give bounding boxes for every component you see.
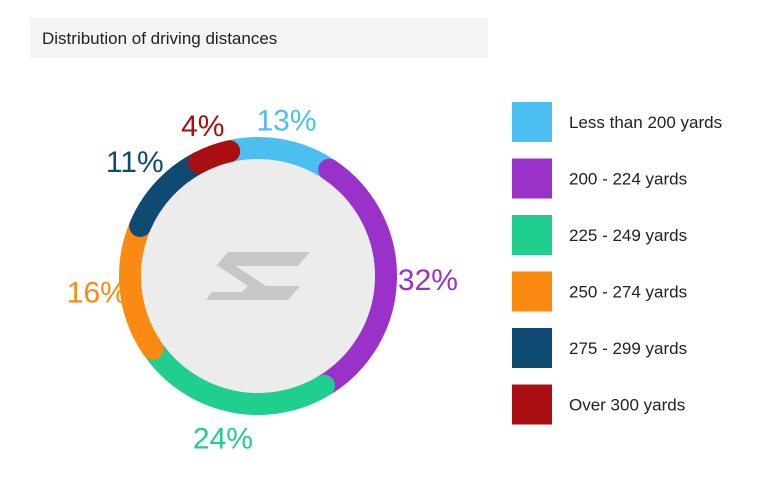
legend-label: 275 - 299 yards [569, 339, 687, 358]
legend-swatch [512, 215, 552, 255]
donut-slice [188, 140, 241, 174]
donut-center [130, 148, 386, 404]
slice-percent-label: 24% [193, 422, 253, 455]
legend-swatch [512, 384, 552, 425]
slice-percent-label: 32% [398, 264, 458, 297]
donut-slice [312, 158, 397, 397]
legend-label: 200 - 224 yards [569, 170, 687, 189]
legend-label: 250 - 274 yards [569, 283, 687, 302]
legend-swatch [512, 271, 552, 312]
donut-slice [218, 137, 341, 181]
legend-label: Less than 200 yards [569, 113, 722, 132]
legend-swatch [512, 328, 552, 368]
chart-title-bar: Distribution of driving distances [30, 18, 488, 58]
slice-percent-label: 11% [106, 146, 164, 179]
slice-percent-label: 16% [67, 276, 127, 309]
donut-slice [119, 214, 164, 360]
slice-percent-label: 13% [256, 105, 316, 138]
s-logo-icon [206, 252, 310, 300]
slice-percent-label: 4% [181, 110, 224, 143]
legend-swatch [512, 158, 552, 199]
legend-label: 225 - 249 yards [569, 226, 687, 245]
legend-swatch [512, 102, 552, 142]
donut-slice [141, 337, 335, 415]
legend-label: Over 300 yards [569, 396, 685, 415]
chart-title: Distribution of driving distances [42, 29, 278, 48]
